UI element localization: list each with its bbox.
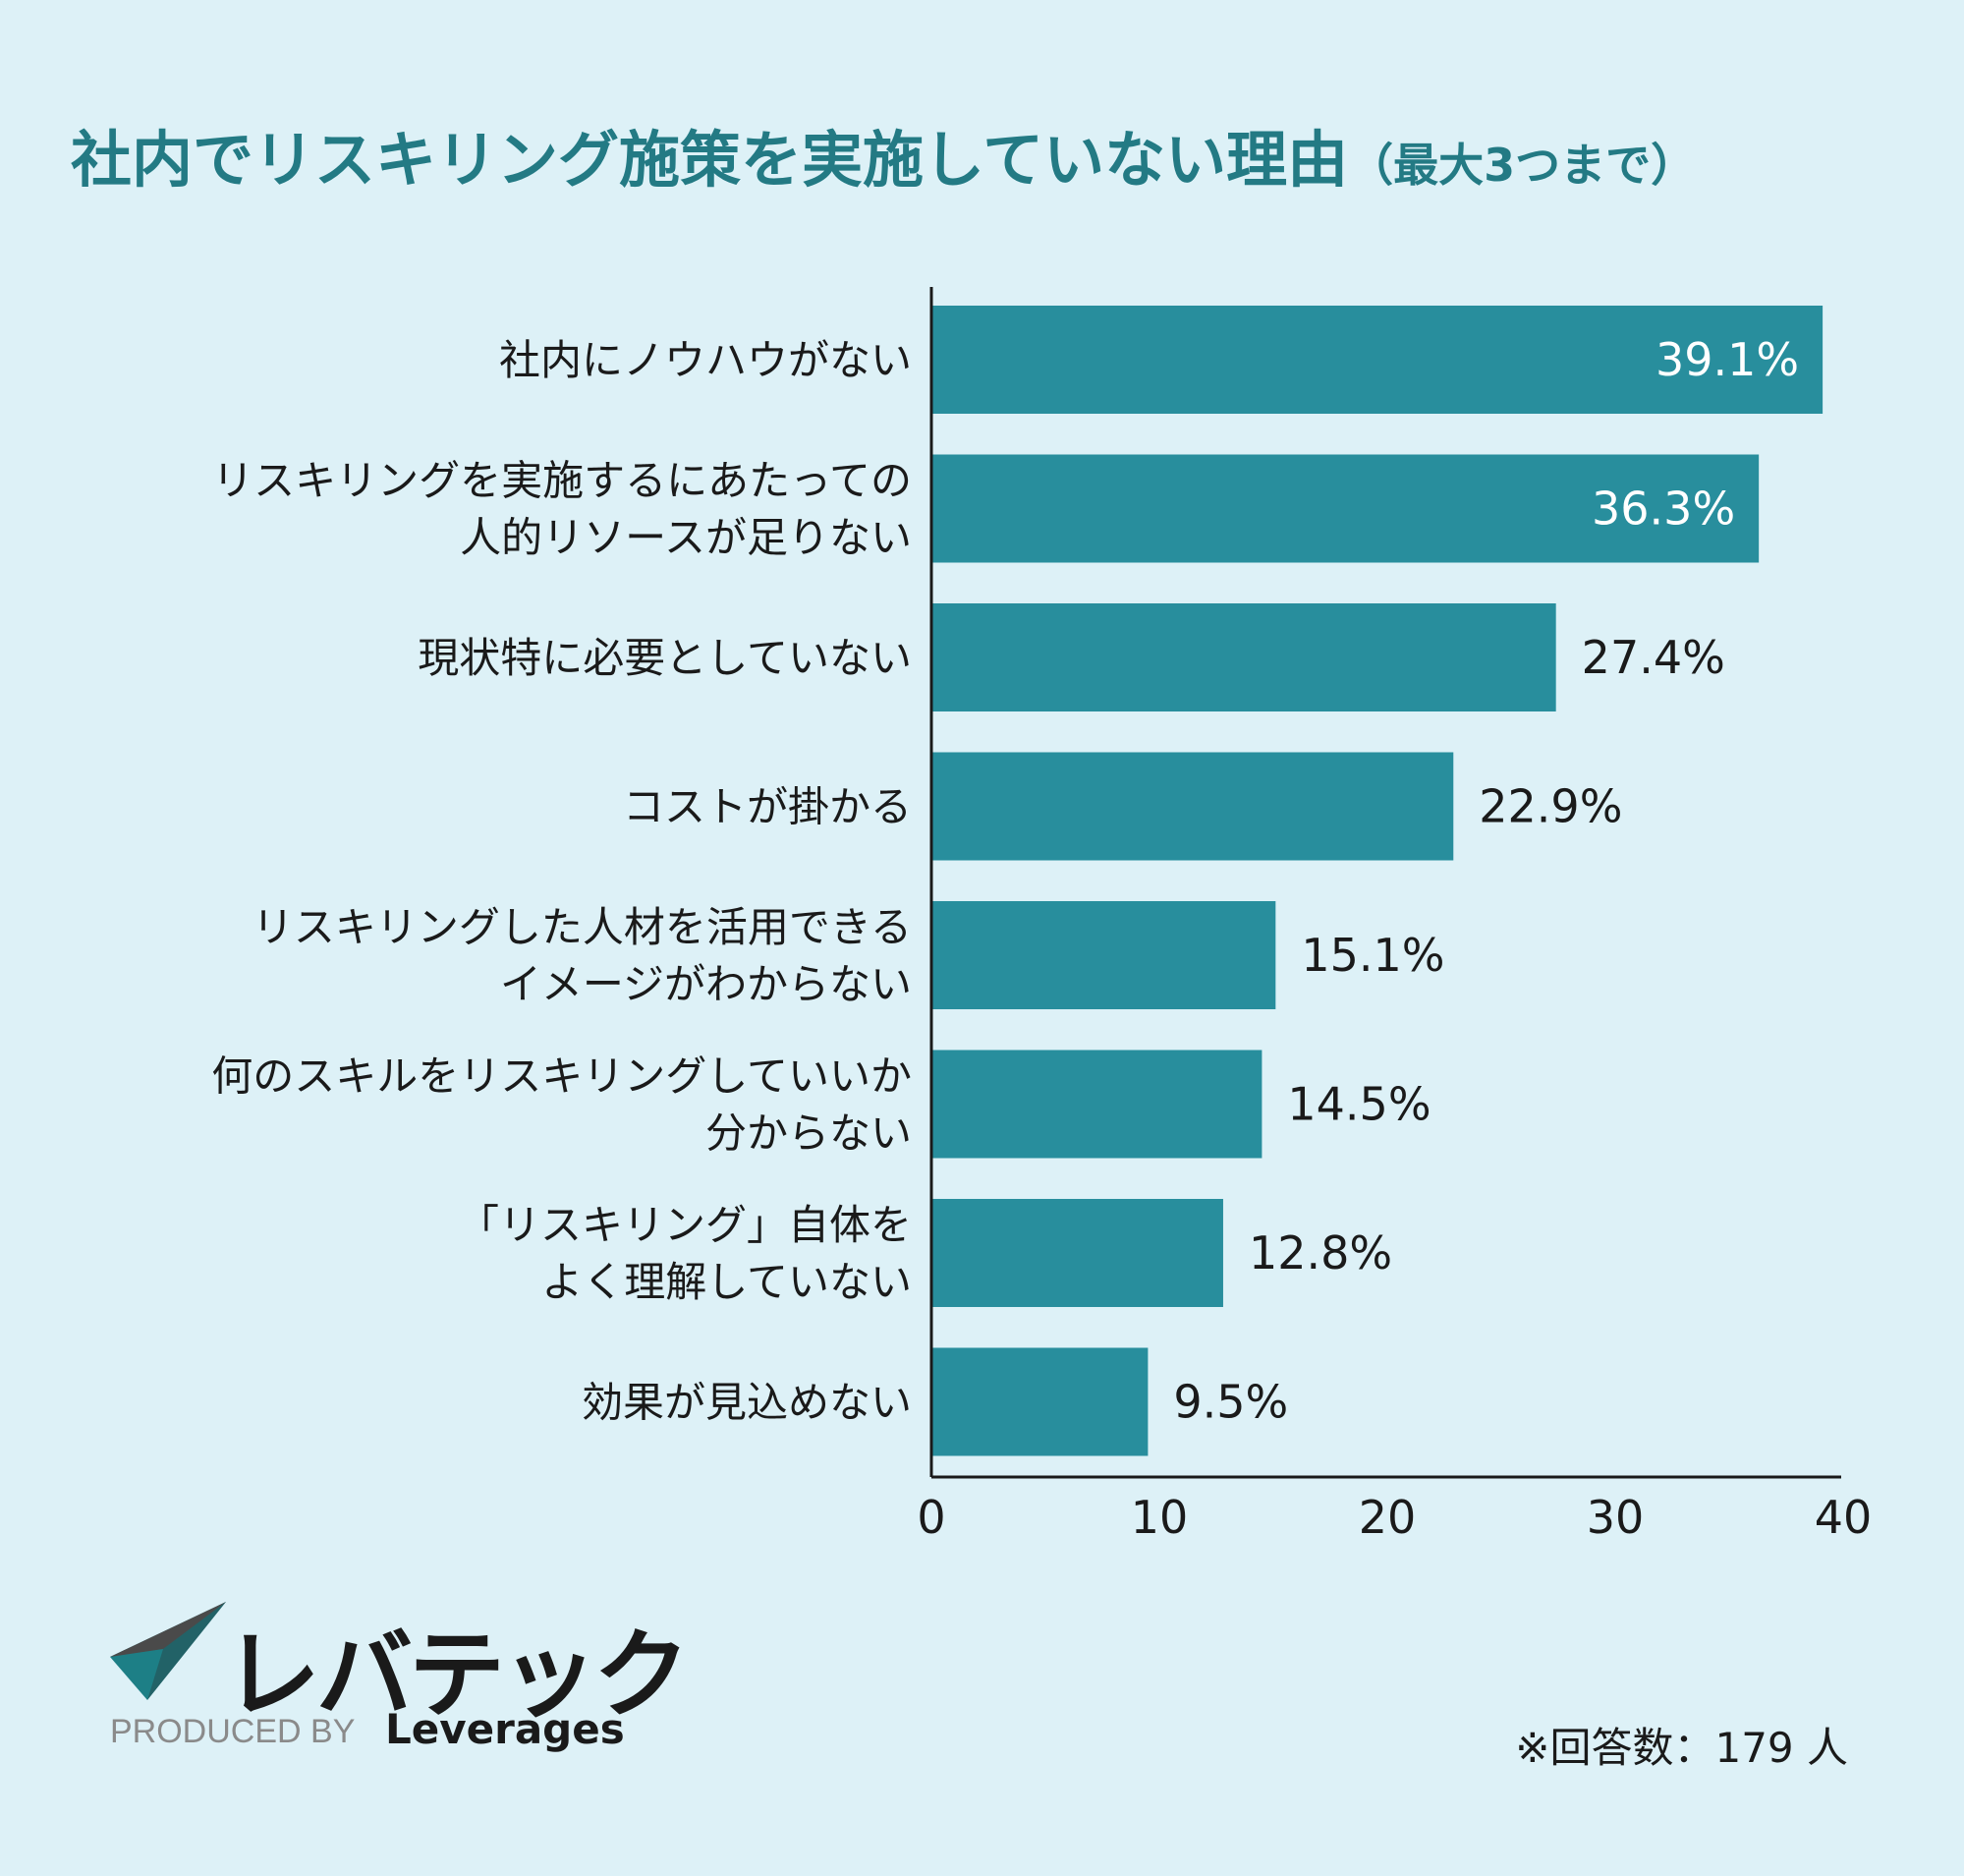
category-label: 人的リソースが足りない [460,514,912,562]
category-label: リスキリングした人材を活用できる [253,903,912,951]
data-label: 39.1% [1655,333,1799,386]
bar [931,454,1760,563]
data-label: 27.4% [1582,631,1725,684]
data-label: 36.3% [1592,483,1735,536]
sample-size-note: ※回答数：179 人 [1515,1724,1848,1772]
x-tick-label: 20 [1359,1491,1417,1544]
data-label: 22.9% [1479,780,1622,833]
x-tick-label: 40 [1815,1491,1873,1544]
data-label: 15.1% [1301,929,1444,982]
category-label: 分からない [705,1109,912,1158]
bar [931,603,1556,711]
category-label: 効果が見込めない [582,1379,912,1427]
chart-title-main: 社内でリスキリング施策を実施していない理由 [71,124,1349,196]
category-label: リスキリングを実施するにあたっての [212,457,912,505]
category-label: 社内にノウハウがない [499,336,912,384]
category-label: 何のスキルをリスキリングしていいか [211,1052,912,1101]
data-label: 14.5% [1287,1078,1431,1131]
chart-title: 社内でリスキリング施策を実施していない理由（最大3つまで） [71,110,1696,199]
category-label: 現状特に必要としていない [418,634,912,682]
category-label: よく理解していない [541,1258,912,1306]
bar [931,306,1824,414]
logo-mark-icon [110,1602,226,1700]
category-label: イメージがわからない [500,960,912,1008]
x-tick-label: 10 [1131,1491,1189,1544]
levtech-logo: レバテック PRODUCED BY Leverages [108,1597,690,1769]
bar [931,1050,1263,1159]
bar [931,1347,1149,1456]
bar [931,1199,1223,1307]
category-label: 「リスキリング」自体を [458,1201,912,1249]
logo-produced-by: PRODUCED BY [110,1713,356,1750]
category-label: コストが掛かる [623,783,912,831]
data-label: 9.5% [1173,1376,1288,1429]
bar [931,901,1276,1009]
x-tick-label: 30 [1587,1491,1645,1544]
logo-brand: Leverages [385,1705,625,1753]
data-label: 12.8% [1249,1226,1392,1279]
bar [931,752,1454,861]
logo-name: レバテック [224,1620,690,1732]
chart-title-sub: （最大3つまで） [1348,139,1697,192]
x-tick-label: 0 [917,1491,945,1544]
